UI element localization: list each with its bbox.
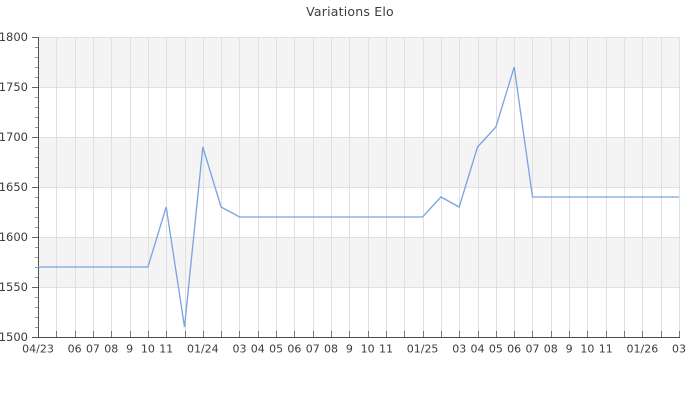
x-tick-label: 11 bbox=[379, 343, 393, 356]
x-tick-label: 01/24 bbox=[187, 343, 219, 356]
x-tick-label: 05 bbox=[269, 343, 283, 356]
y-tick-label: 1650 bbox=[0, 180, 28, 194]
x-tick-label: 06 bbox=[507, 343, 521, 356]
plot-band bbox=[38, 237, 679, 287]
x-tick-label: 07 bbox=[306, 343, 320, 356]
chart-title: Variations Elo bbox=[306, 4, 394, 19]
y-tick-label: 1750 bbox=[0, 80, 28, 94]
x-tick-label: 03 bbox=[672, 343, 686, 356]
plot-band bbox=[38, 137, 679, 187]
elo-line bbox=[38, 66, 679, 328]
x-tick-label: 9 bbox=[126, 343, 133, 356]
x-tick-label: 08 bbox=[324, 343, 338, 356]
x-tick-label: 11 bbox=[159, 343, 173, 356]
x-tick-label: 08 bbox=[544, 343, 558, 356]
x-tick-label: 9 bbox=[346, 343, 353, 356]
x-tick-label: 11 bbox=[599, 343, 613, 356]
y-tick-label: 1600 bbox=[0, 230, 28, 244]
y-tick-label: 1800 bbox=[0, 30, 28, 44]
x-tick-label: 04 bbox=[471, 343, 485, 356]
x-tick-label: 03 bbox=[232, 343, 246, 356]
x-tick-label: 01/26 bbox=[627, 343, 659, 356]
y-tick-label: 1700 bbox=[0, 130, 28, 144]
x-tick-label: 07 bbox=[525, 343, 539, 356]
x-tick-label: 04 bbox=[251, 343, 265, 356]
x-tick-label: 08 bbox=[104, 343, 118, 356]
plot-band bbox=[38, 37, 679, 87]
y-tick-label: 1500 bbox=[0, 330, 28, 344]
x-tick-label: 04/23 bbox=[22, 343, 54, 356]
y-tick-label: 1550 bbox=[0, 280, 28, 294]
x-tick-label: 01/25 bbox=[407, 343, 439, 356]
x-tick-label: 03 bbox=[452, 343, 466, 356]
x-tick-label: 06 bbox=[287, 343, 301, 356]
x-tick-label: 10 bbox=[361, 343, 375, 356]
x-tick-label: 10 bbox=[580, 343, 594, 356]
x-tick-label: 06 bbox=[68, 343, 82, 356]
x-tick-label: 05 bbox=[489, 343, 503, 356]
x-tick-label: 07 bbox=[86, 343, 100, 356]
x-tick-label: 10 bbox=[141, 343, 155, 356]
x-tick-label: 9 bbox=[566, 343, 573, 356]
